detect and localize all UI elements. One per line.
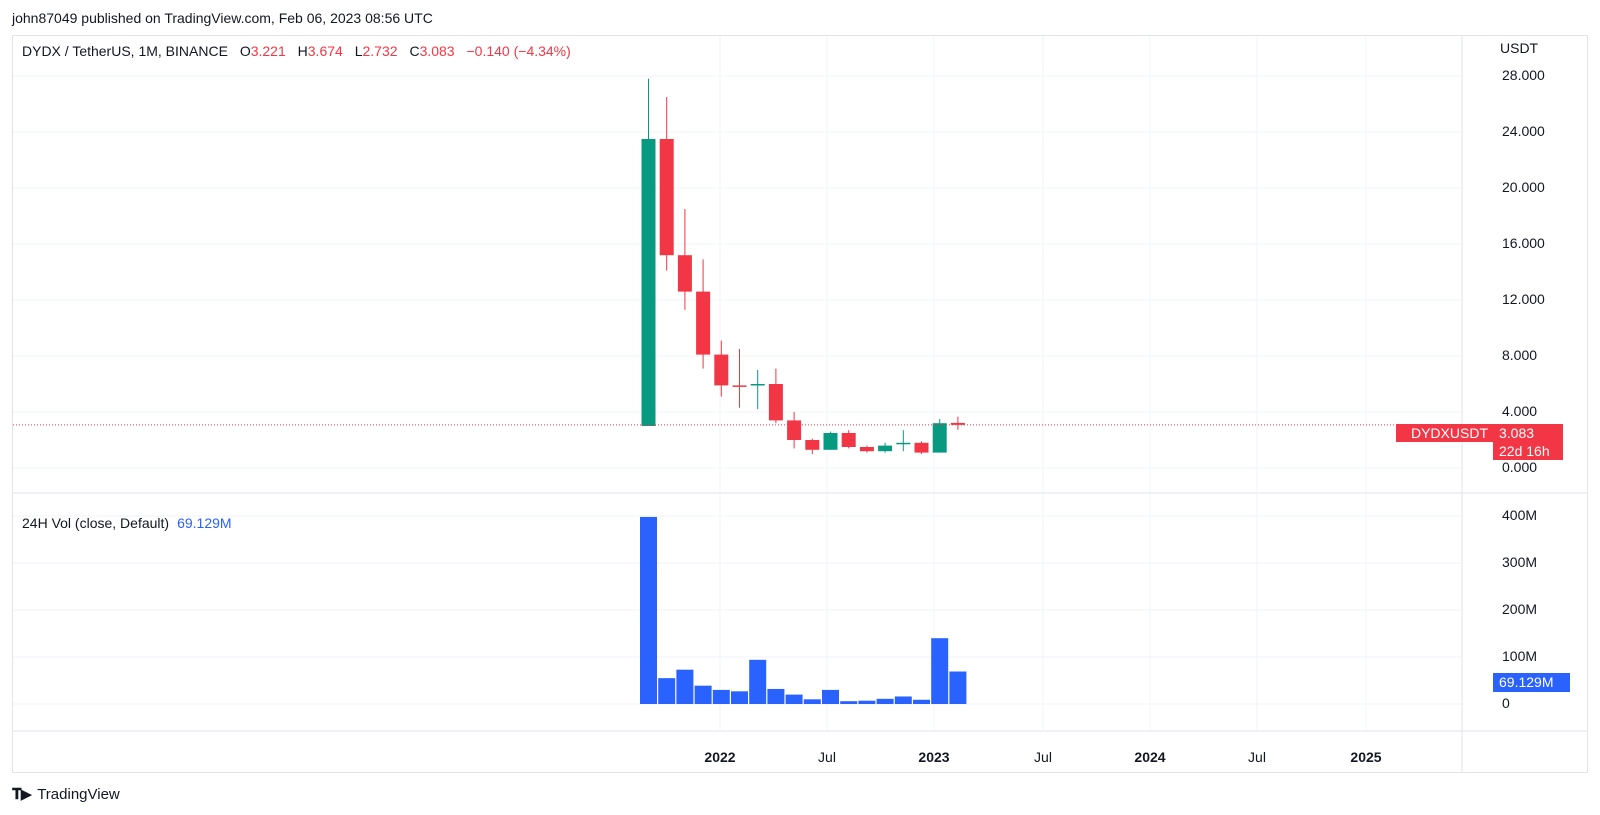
volume-bar — [749, 659, 767, 704]
tradingview-brand[interactable]: 𝐓▶ TradingView — [12, 785, 120, 804]
volume-bar — [658, 678, 676, 704]
published-info: john87049 published on TradingView.com, … — [12, 10, 433, 26]
close-value: 3.083 — [419, 43, 455, 59]
close-label: C — [409, 43, 420, 59]
low-value: 2.732 — [362, 43, 398, 59]
volume-tick-label: 200M — [1502, 601, 1538, 617]
volume-bar — [676, 669, 694, 704]
time-tick-label: 2023 — [918, 749, 950, 765]
candle-body — [659, 139, 674, 256]
symbol-label[interactable]: DYDX / TetherUS, 1M, BINANCE — [22, 43, 228, 59]
bar-countdown: 22d 16h — [1499, 443, 1550, 459]
volume-bar — [876, 698, 894, 704]
volume-bar — [858, 700, 876, 704]
candle-body — [896, 442, 911, 445]
candle-body — [950, 422, 965, 425]
candle-body — [714, 354, 729, 386]
candle-body — [859, 447, 874, 452]
price-tick-label: 20.000 — [1502, 179, 1545, 195]
volume-bar — [949, 671, 967, 704]
volume-bar — [840, 701, 858, 704]
candle-body — [696, 291, 711, 355]
brand-name: TradingView — [37, 785, 120, 803]
volume-tick-label: 0 — [1502, 695, 1510, 711]
change-value: −0.140 (−4.34%) — [466, 43, 571, 59]
volume-legend-label: 24H Vol (close, Default) — [22, 515, 170, 531]
symbol-price-tag: DYDXUSDT — [1396, 424, 1503, 442]
volume-bar — [694, 685, 712, 704]
volume-tick-label: 100M — [1502, 648, 1538, 664]
volume-bar — [712, 689, 730, 704]
tradingview-logo-icon: 𝐓▶ — [12, 786, 32, 803]
candle-body — [932, 423, 947, 453]
volume-bar — [785, 694, 803, 704]
time-tick-label: Jul — [1034, 749, 1052, 765]
price-tick-label: 12.000 — [1502, 291, 1545, 307]
last-price-box: 3.083 22d 16h — [1493, 424, 1563, 460]
high-value: 3.674 — [307, 43, 343, 59]
price-unit: USDT — [1500, 40, 1539, 56]
candle-body — [878, 445, 893, 452]
price-tick-label: 28.000 — [1502, 67, 1545, 83]
candle-body — [677, 255, 692, 292]
candle-body — [841, 433, 856, 447]
time-tick-label: 2022 — [704, 749, 736, 765]
candle-body — [805, 440, 820, 450]
volume-tick-label: 400M — [1502, 507, 1538, 523]
open-label: O — [239, 43, 251, 59]
time-tick-label: Jul — [1248, 749, 1266, 765]
price-tick-label: 4.000 — [1502, 403, 1538, 419]
volume-bar — [894, 696, 912, 704]
volume-bar — [803, 699, 821, 704]
time-tick-label: Jul — [818, 749, 836, 765]
time-tick-label: 2024 — [1134, 749, 1166, 765]
candle-body — [641, 139, 656, 426]
volume-legend-value: 69.129M — [177, 515, 232, 531]
candle-body — [787, 420, 802, 440]
volume-bar — [931, 638, 949, 704]
volume-legend[interactable]: 24H Vol (close, Default) 69.129M — [22, 515, 232, 531]
open-value: 3.221 — [250, 43, 286, 59]
candle-body — [914, 442, 929, 453]
candle-body — [823, 433, 838, 450]
candle-body — [768, 384, 783, 421]
high-label: H — [297, 43, 308, 59]
price-tick-label: 24.000 — [1502, 123, 1545, 139]
volume-bar — [767, 688, 785, 704]
chart-frame[interactable] — [12, 35, 1588, 773]
price-tick-label: 8.000 — [1502, 347, 1538, 363]
low-label: L — [354, 43, 363, 59]
price-tick-label: 0.000 — [1502, 459, 1538, 475]
last-price-value: 3.083 — [1499, 425, 1535, 441]
volume-bar — [731, 691, 748, 704]
volume-bar — [640, 516, 657, 704]
volume-bar — [913, 699, 930, 704]
last-volume-box: 69.129M — [1493, 673, 1570, 692]
price-tick-label: 16.000 — [1502, 235, 1545, 251]
time-tick-label: 2025 — [1350, 749, 1382, 765]
candle-body — [732, 385, 747, 387]
price-legend: DYDX / TetherUS, 1M, BINANCE O3.221 H3.6… — [22, 43, 579, 59]
candle-body — [750, 384, 765, 386]
volume-tick-label: 300M — [1502, 554, 1538, 570]
volume-bar — [822, 689, 839, 704]
